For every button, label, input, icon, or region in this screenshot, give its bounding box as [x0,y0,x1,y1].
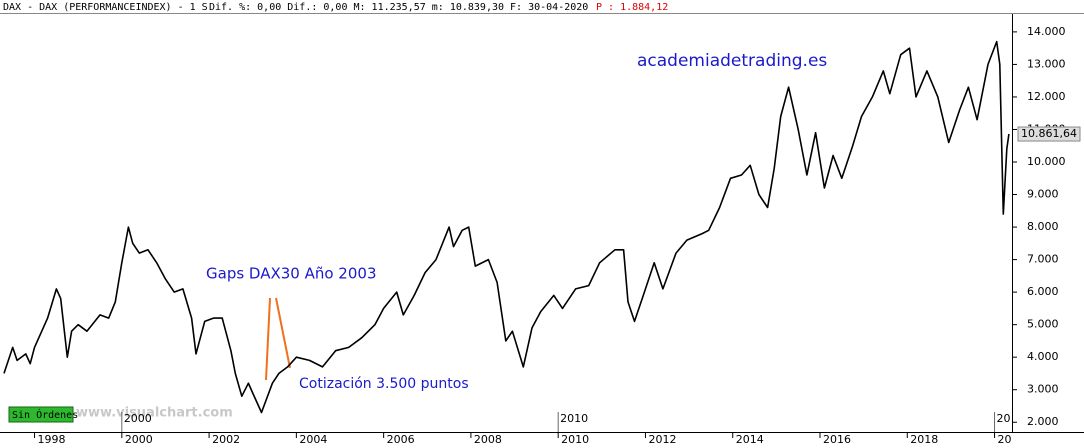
x-tick-label: 2000 [125,433,153,446]
x-tick-label: 2010 [561,433,589,446]
x-tick-label: 2006 [387,433,415,446]
orders-button-label[interactable]: Sin Órdenes [12,408,78,421]
x-tick-label: 1998 [38,433,66,446]
price-line [3,40,1010,414]
last-price-box [1017,126,1081,142]
quote-annotation: Cotización 3.500 puntos [299,376,469,392]
decade-label: 2000 [124,412,152,425]
y-tick-label: 10.000 [1027,155,1066,168]
decade-label: 20 [997,412,1011,425]
y-tick-label: 5.000 [1027,318,1059,331]
x-tick-label: 2014 [736,433,764,446]
site-annotation: academiadetrading.es [637,51,827,71]
y-tick-label: 14.000 [1027,25,1066,38]
y-tick-label: 12.000 [1027,90,1066,103]
y-tick-label: 13.000 [1027,57,1066,70]
x-tick-label: 2004 [299,433,327,446]
y-tick-label: 3.000 [1027,383,1059,396]
y-tick-label: 6.000 [1027,285,1059,298]
x-tick-label: 2012 [648,433,676,446]
y-tick-label: 8.000 [1027,220,1059,233]
y-tick-label: 2.000 [1027,415,1059,428]
decade-label: 2010 [560,412,588,425]
x-tick-label: 2016 [823,433,851,446]
x-tick-label: 2002 [212,433,240,446]
y-tick-label: 7.000 [1027,253,1059,266]
gap-marker [265,297,271,381]
y-tick-label: 9.000 [1027,188,1059,201]
gap-marker [275,297,291,369]
header-p: P : 1.884,12 [596,2,668,13]
x-tick-label: 20 [998,433,1012,446]
x-tick-label: 2008 [474,433,502,446]
gaps-annotation: Gaps DAX30 Año 2003 [206,265,377,283]
last-price-label: 10.861,64 [1021,127,1077,140]
y-tick-label: 4.000 [1027,350,1059,363]
x-tick-label: 2018 [910,433,938,446]
watermark: www.visualchart.com [76,406,233,421]
header-symbol: DAX - DAX (PERFORMANCEINDEX) - 1 S [3,2,208,13]
header-stats: Dif. %: 0,00 Dif.: 0,00 M: 11.235,57 m: … [209,2,588,13]
orders-button[interactable] [8,406,74,423]
